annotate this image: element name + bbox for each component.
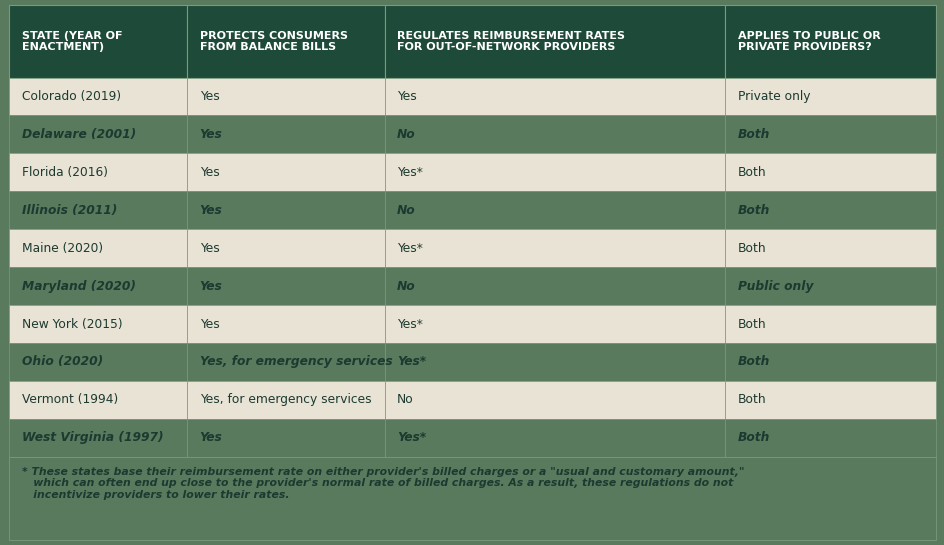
Bar bbox=[9, 229, 187, 267]
Bar bbox=[384, 419, 725, 457]
Bar bbox=[725, 343, 935, 381]
Bar bbox=[187, 191, 384, 229]
Text: REGULATES REIMBURSEMENT RATES
FOR OUT-OF-NETWORK PROVIDERS: REGULATES REIMBURSEMENT RATES FOR OUT-OF… bbox=[396, 31, 624, 52]
Bar bbox=[725, 267, 935, 305]
Text: Both: Both bbox=[737, 128, 769, 141]
Bar bbox=[384, 153, 725, 191]
Text: Yes, for emergency services: Yes, for emergency services bbox=[199, 393, 371, 407]
Bar bbox=[187, 343, 384, 381]
Text: No: No bbox=[396, 393, 413, 407]
Text: APPLIES TO PUBLIC OR
PRIVATE PROVIDERS?: APPLIES TO PUBLIC OR PRIVATE PROVIDERS? bbox=[737, 31, 880, 52]
Text: Yes: Yes bbox=[199, 318, 219, 330]
Text: Maine (2020): Maine (2020) bbox=[22, 241, 103, 255]
Bar bbox=[384, 116, 725, 153]
Text: Yes, for emergency services: Yes, for emergency services bbox=[199, 355, 392, 368]
Bar bbox=[384, 229, 725, 267]
Text: No: No bbox=[396, 204, 415, 217]
Text: Yes*: Yes* bbox=[396, 355, 426, 368]
Text: Both: Both bbox=[737, 166, 766, 179]
Bar bbox=[9, 381, 187, 419]
Bar bbox=[384, 5, 725, 77]
Text: Yes: Yes bbox=[199, 90, 219, 103]
Text: New York (2015): New York (2015) bbox=[22, 318, 122, 330]
Text: Yes: Yes bbox=[199, 431, 222, 444]
Text: Both: Both bbox=[737, 393, 766, 407]
Text: Colorado (2019): Colorado (2019) bbox=[22, 90, 121, 103]
Bar bbox=[187, 381, 384, 419]
Bar bbox=[187, 419, 384, 457]
Bar bbox=[9, 116, 187, 153]
Text: Both: Both bbox=[737, 431, 769, 444]
Bar bbox=[187, 229, 384, 267]
Bar bbox=[384, 191, 725, 229]
Bar bbox=[9, 305, 187, 343]
Bar bbox=[9, 343, 187, 381]
Text: Private only: Private only bbox=[737, 90, 809, 103]
Text: No: No bbox=[396, 128, 415, 141]
Text: PROTECTS CONSUMERS
FROM BALANCE BILLS: PROTECTS CONSUMERS FROM BALANCE BILLS bbox=[199, 31, 347, 52]
Text: Florida (2016): Florida (2016) bbox=[22, 166, 108, 179]
Bar bbox=[725, 305, 935, 343]
Text: Both: Both bbox=[737, 241, 766, 255]
Bar bbox=[187, 116, 384, 153]
Bar bbox=[725, 419, 935, 457]
Text: No: No bbox=[396, 280, 415, 293]
Text: Vermont (1994): Vermont (1994) bbox=[22, 393, 118, 407]
Bar bbox=[725, 116, 935, 153]
Bar bbox=[725, 5, 935, 77]
Text: Both: Both bbox=[737, 355, 769, 368]
Bar bbox=[384, 267, 725, 305]
Bar bbox=[384, 77, 725, 116]
Text: Both: Both bbox=[737, 204, 769, 217]
Bar bbox=[9, 267, 187, 305]
Bar bbox=[384, 343, 725, 381]
Bar bbox=[725, 381, 935, 419]
Text: Yes: Yes bbox=[199, 128, 222, 141]
Bar bbox=[187, 267, 384, 305]
Text: Maryland (2020): Maryland (2020) bbox=[22, 280, 136, 293]
Bar bbox=[9, 191, 187, 229]
Text: Ohio (2020): Ohio (2020) bbox=[22, 355, 103, 368]
Bar bbox=[9, 153, 187, 191]
Text: West Virginia (1997): West Virginia (1997) bbox=[22, 431, 163, 444]
Text: * These states base their reimbursement rate on either provider's billed charges: * These states base their reimbursement … bbox=[22, 467, 744, 500]
Bar bbox=[9, 77, 187, 116]
Bar bbox=[187, 5, 384, 77]
Text: Delaware (2001): Delaware (2001) bbox=[22, 128, 136, 141]
Bar bbox=[725, 153, 935, 191]
Text: Yes: Yes bbox=[396, 90, 416, 103]
Bar bbox=[187, 153, 384, 191]
Bar bbox=[725, 229, 935, 267]
Text: Illinois (2011): Illinois (2011) bbox=[22, 204, 117, 217]
Bar bbox=[725, 191, 935, 229]
Text: Yes: Yes bbox=[199, 241, 219, 255]
Bar bbox=[384, 381, 725, 419]
Text: Yes: Yes bbox=[199, 204, 222, 217]
Text: Both: Both bbox=[737, 318, 766, 330]
Text: Yes*: Yes* bbox=[396, 318, 422, 330]
Text: Yes*: Yes* bbox=[396, 431, 426, 444]
Bar bbox=[187, 77, 384, 116]
Bar bbox=[9, 419, 187, 457]
Text: Yes*: Yes* bbox=[396, 241, 422, 255]
Text: Public only: Public only bbox=[737, 280, 812, 293]
Bar bbox=[9, 457, 935, 540]
Text: Yes: Yes bbox=[199, 166, 219, 179]
Text: Yes*: Yes* bbox=[396, 166, 422, 179]
Text: Yes: Yes bbox=[199, 280, 222, 293]
Bar bbox=[725, 77, 935, 116]
Bar bbox=[9, 5, 187, 77]
Bar bbox=[187, 305, 384, 343]
Text: STATE (YEAR OF
ENACTMENT): STATE (YEAR OF ENACTMENT) bbox=[22, 31, 122, 52]
Bar bbox=[384, 305, 725, 343]
